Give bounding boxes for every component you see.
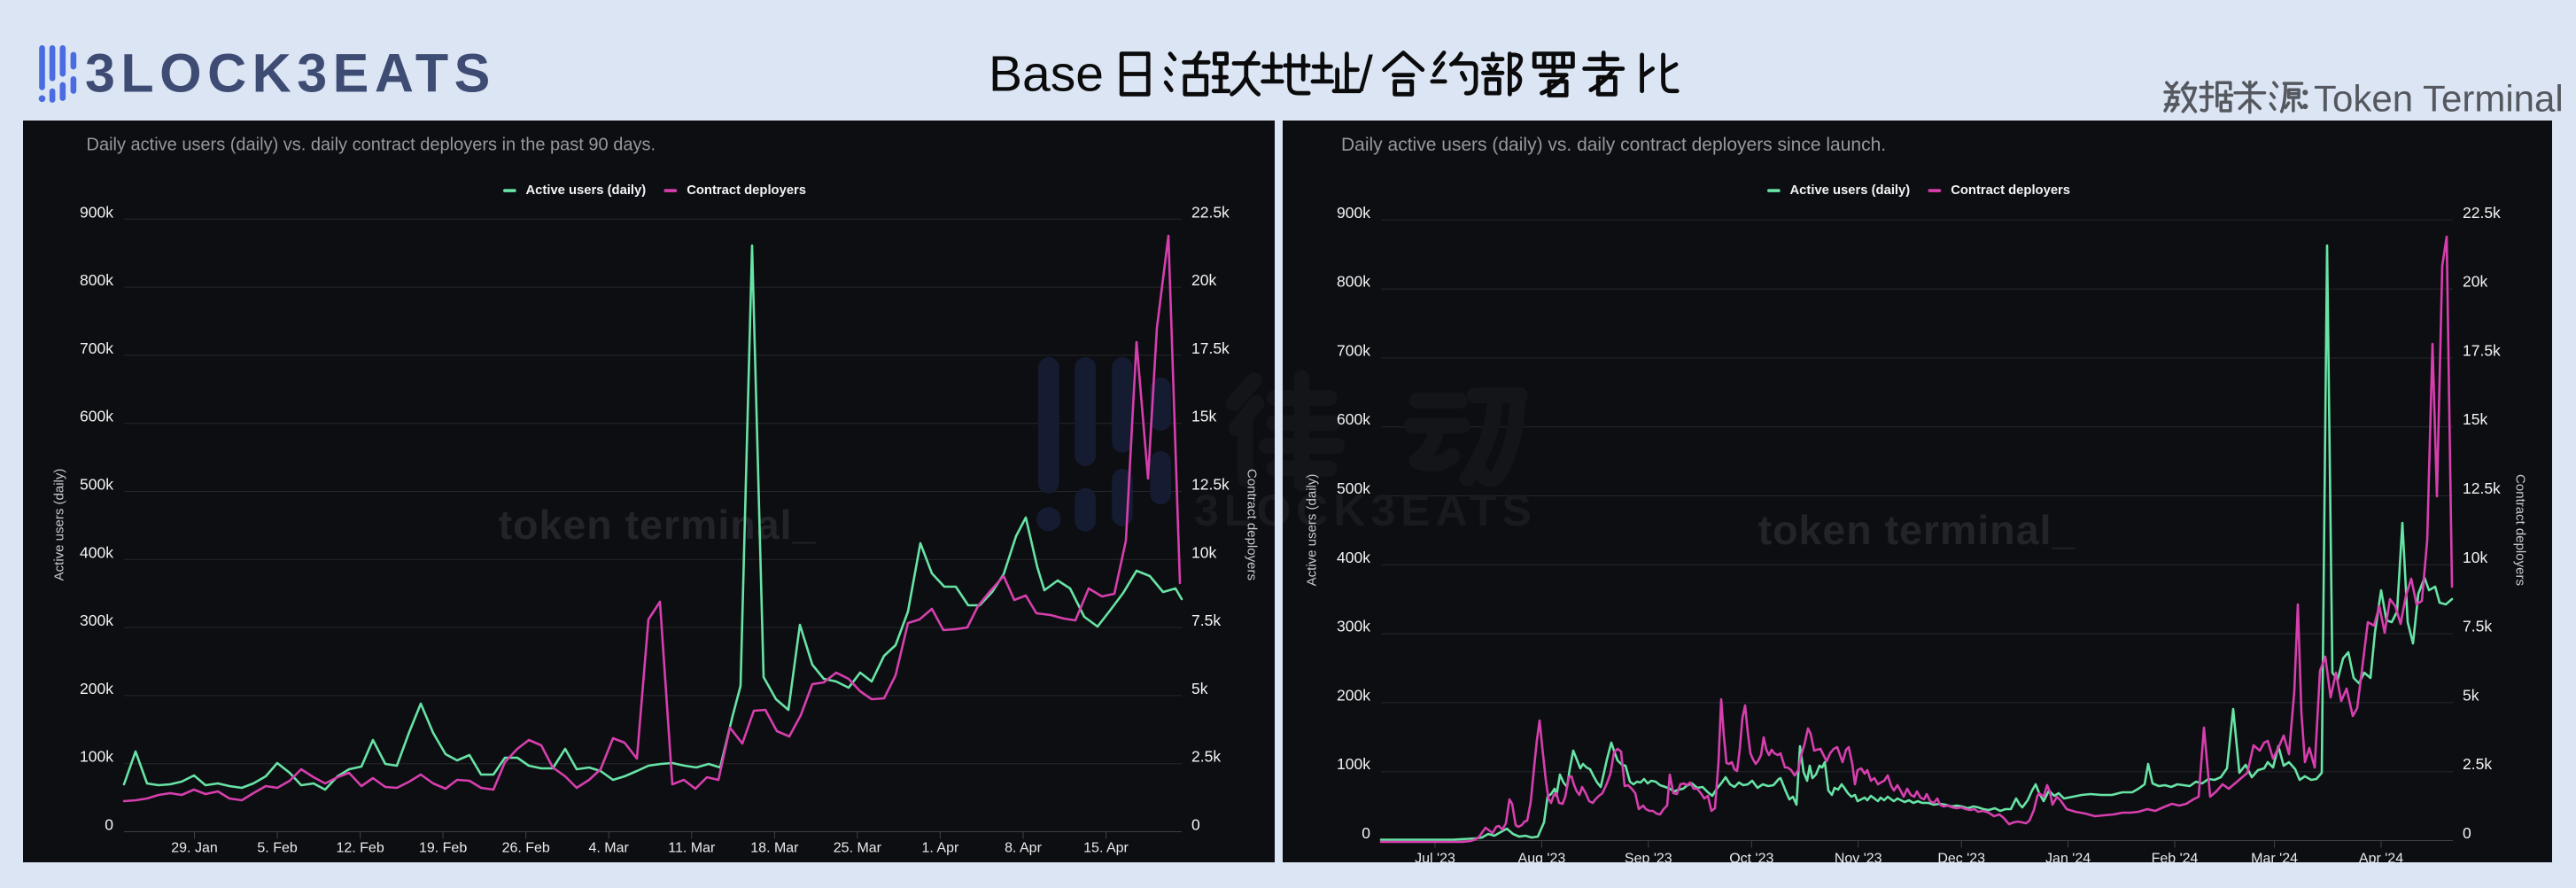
svg-text:500k: 500k	[80, 476, 113, 494]
svg-text:Base: Base	[989, 46, 1104, 103]
svg-text:200k: 200k	[80, 680, 113, 697]
svg-text:0: 0	[105, 816, 113, 834]
svg-text:Contract deployers: Contract deployers	[1951, 183, 2070, 198]
svg-text:Contract deployers: Contract deployers	[687, 183, 806, 198]
svg-text:26. Feb: 26. Feb	[502, 841, 550, 856]
svg-text:5k: 5k	[2463, 686, 2479, 704]
svg-text:100k: 100k	[80, 748, 113, 766]
svg-text:Active users (daily): Active users (daily)	[1305, 474, 1320, 587]
svg-text:Jan '24: Jan '24	[2045, 852, 2091, 863]
svg-text:Dec '23: Dec '23	[1937, 852, 1985, 863]
svg-text:Active users (daily): Active users (daily)	[1790, 183, 1911, 198]
svg-text:3LOCK3EATS: 3LOCK3EATS	[1283, 486, 1537, 535]
svg-text:Oct '23: Oct '23	[1729, 852, 1773, 863]
svg-text:Daily active users (daily) vs.: Daily active users (daily) vs. daily con…	[1341, 135, 1886, 155]
svg-text:12. Feb: 12. Feb	[336, 841, 384, 856]
svg-text:10k: 10k	[1191, 543, 1216, 561]
svg-text:22.5k: 22.5k	[2463, 204, 2501, 222]
svg-text:20k: 20k	[2463, 273, 2487, 291]
svg-text:15k: 15k	[2463, 410, 2487, 428]
svg-text:100k: 100k	[1337, 755, 1370, 773]
svg-text:token terminal_: token terminal_	[499, 502, 817, 548]
svg-text:17.5k: 17.5k	[2463, 341, 2501, 359]
svg-text:1. Apr: 1. Apr	[921, 841, 958, 856]
svg-text:19. Feb: 19. Feb	[419, 841, 467, 856]
svg-text:900k: 900k	[1337, 204, 1370, 222]
svg-text:0: 0	[1362, 824, 1370, 842]
svg-text:3LOCK3EATS: 3LOCK3EATS	[1194, 486, 1275, 535]
svg-text:400k: 400k	[1337, 549, 1370, 566]
svg-text:18. Mar: 18. Mar	[750, 841, 799, 856]
svg-text:4. Mar: 4. Mar	[589, 841, 630, 856]
svg-text:8. Apr: 8. Apr	[1005, 841, 1042, 856]
svg-text:Aug '23: Aug '23	[1518, 852, 1566, 863]
svg-text:2.5k: 2.5k	[2463, 755, 2492, 773]
svg-text:22.5k: 22.5k	[1191, 203, 1230, 221]
svg-text:300k: 300k	[1337, 618, 1370, 635]
svg-text:25. Mar: 25. Mar	[834, 841, 882, 856]
svg-text:12.5k: 12.5k	[2463, 479, 2501, 497]
svg-text:/: /	[1359, 46, 1373, 103]
svg-text:0: 0	[1191, 816, 1200, 834]
svg-text:Token Terminal: Token Terminal	[2314, 78, 2564, 116]
svg-text:Contract deployers: Contract deployers	[2513, 474, 2528, 586]
svg-text:15. Apr: 15. Apr	[1083, 841, 1129, 856]
svg-text:Apr '24: Apr '24	[2359, 852, 2403, 863]
svg-text:7.5k: 7.5k	[2463, 618, 2492, 635]
svg-text:15k: 15k	[1191, 408, 1216, 425]
svg-text:29. Jan: 29. Jan	[171, 841, 217, 856]
svg-text:Sep '23: Sep '23	[1625, 852, 1672, 863]
svg-text:5k: 5k	[1191, 680, 1208, 697]
svg-text:7.5k: 7.5k	[1191, 611, 1221, 629]
svg-text:Feb '24: Feb '24	[2152, 852, 2199, 863]
svg-text:Daily active users (daily) vs.: Daily active users (daily) vs. daily con…	[87, 136, 656, 155]
svg-text:Active users (daily): Active users (daily)	[52, 469, 67, 581]
svg-text:11. Mar: 11. Mar	[668, 841, 716, 856]
svg-text:400k: 400k	[80, 543, 113, 561]
svg-text:10k: 10k	[2463, 549, 2487, 566]
svg-text:600k: 600k	[80, 408, 113, 425]
svg-text:5. Feb: 5. Feb	[257, 841, 297, 856]
svg-text:900k: 900k	[80, 203, 113, 221]
svg-text:200k: 200k	[1337, 686, 1370, 704]
svg-text:Contract deployers: Contract deployers	[1245, 469, 1260, 580]
svg-text:700k: 700k	[80, 339, 113, 357]
svg-text:token terminal_: token terminal_	[1758, 507, 2076, 553]
svg-text:500k: 500k	[1337, 479, 1370, 497]
svg-text:Jul '23: Jul '23	[1415, 852, 1455, 863]
svg-text:800k: 800k	[1337, 273, 1370, 291]
svg-text:2.5k: 2.5k	[1191, 748, 1221, 766]
svg-text:Active users (daily): Active users (daily)	[526, 183, 647, 198]
svg-text:Mar '24: Mar '24	[2251, 852, 2298, 863]
svg-text:3LOCK3EATS: 3LOCK3EATS	[85, 43, 496, 104]
svg-text:600k: 600k	[1337, 410, 1370, 428]
svg-text:0: 0	[2463, 824, 2471, 842]
svg-text:300k: 300k	[80, 611, 113, 629]
svg-text:12.5k: 12.5k	[1191, 476, 1230, 494]
svg-text:700k: 700k	[1337, 341, 1370, 359]
svg-text:800k: 800k	[80, 271, 113, 289]
svg-text:20k: 20k	[1191, 271, 1216, 289]
svg-text:Nov '23: Nov '23	[1835, 852, 1882, 863]
svg-text:17.5k: 17.5k	[1191, 339, 1230, 357]
